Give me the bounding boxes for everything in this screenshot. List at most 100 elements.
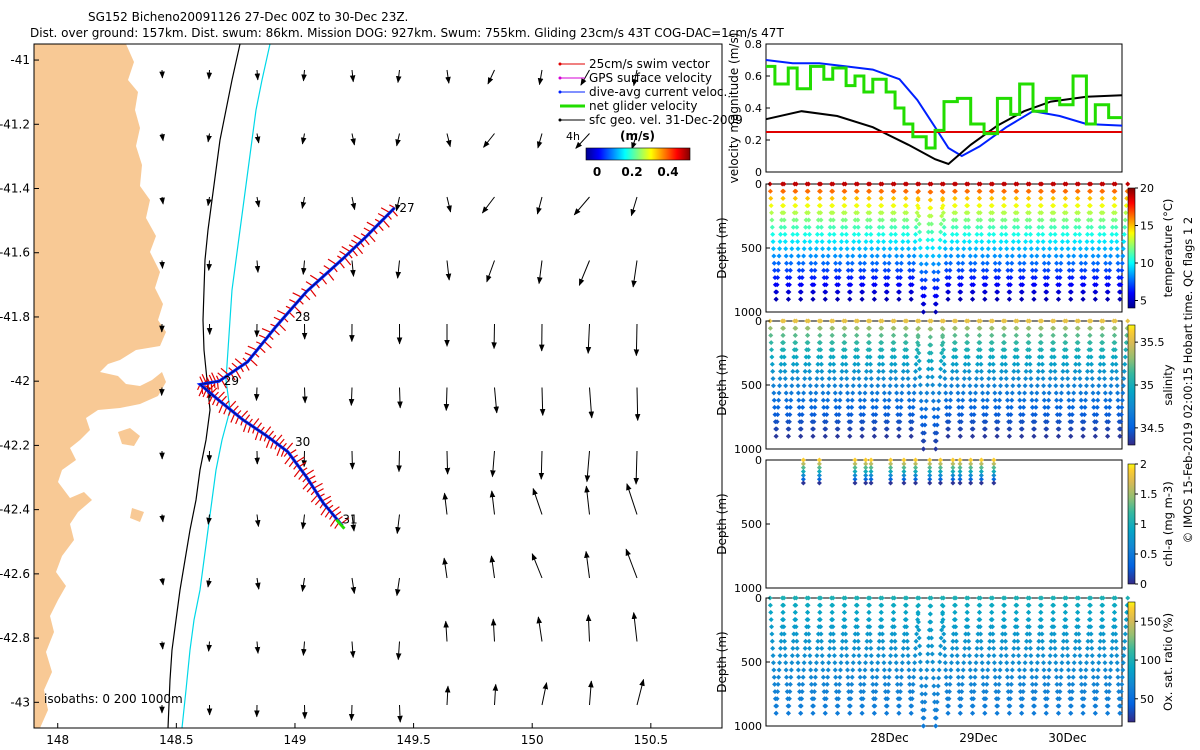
- profile-sample: [991, 383, 997, 389]
- profile-sample: [901, 354, 907, 360]
- profile-sample: [1098, 595, 1104, 601]
- profile-sample: [1100, 210, 1106, 216]
- profile-sample: [871, 710, 877, 716]
- profile-sample: [1107, 260, 1113, 266]
- profile-sample: [884, 703, 890, 709]
- profile-sample: [783, 667, 789, 673]
- profile-sample: [1115, 267, 1121, 273]
- profile-sample: [809, 412, 815, 418]
- profile-sample: [1110, 631, 1116, 637]
- profile-sample: [1005, 681, 1011, 687]
- profile-sample: [793, 347, 799, 353]
- profile-sample: [793, 624, 799, 630]
- profile-sample: [1096, 383, 1102, 389]
- profile-sample: [961, 239, 967, 245]
- profile-sample: [940, 347, 946, 353]
- profile-sample: [916, 350, 922, 356]
- profile-sample: [905, 368, 911, 374]
- profile-sample: [843, 631, 849, 637]
- profile-sample: [860, 289, 866, 295]
- sfc-vector: [541, 682, 549, 706]
- profile-sample: [879, 347, 885, 353]
- profile-sample: [848, 696, 854, 702]
- profile-sample: [774, 289, 780, 295]
- profile-sample: [1053, 253, 1059, 259]
- profile-sample: [783, 660, 789, 666]
- profile-sample: [853, 318, 859, 324]
- profile-sample: [978, 457, 984, 463]
- profile-sample: [1015, 224, 1021, 230]
- profile-sample: [932, 285, 938, 291]
- profile-sample: [972, 397, 978, 403]
- profile-sample: [1100, 624, 1106, 630]
- profile-sample: [797, 275, 803, 281]
- sfc-vector: [487, 69, 495, 85]
- profile-sample: [953, 210, 959, 216]
- profile-sample: [813, 383, 819, 389]
- profile-sample: [828, 318, 834, 324]
- sfc-vector: [254, 641, 261, 654]
- profile-sample: [835, 426, 841, 432]
- profile-sample: [1025, 595, 1031, 601]
- profile-sample: [942, 368, 948, 374]
- profile-sample: [947, 260, 953, 266]
- profile-sample: [989, 203, 995, 209]
- profile-sample: [1041, 660, 1047, 666]
- profile-sample: [897, 412, 903, 418]
- profile-sample: [877, 354, 883, 360]
- profile-sample: [982, 289, 988, 295]
- profile-sample: [876, 368, 882, 374]
- profile-sample: [1092, 433, 1098, 439]
- profile-sample: [800, 472, 806, 478]
- profile-sample: [1084, 239, 1090, 245]
- profile-sample: [833, 674, 839, 680]
- island: [130, 508, 144, 522]
- profile-sample: [793, 354, 799, 360]
- profile-sample: [1008, 404, 1014, 410]
- profile-sample: [943, 404, 949, 410]
- sfc-vector: [537, 260, 543, 285]
- profile-sample: [830, 203, 836, 209]
- profile-sample: [816, 188, 822, 194]
- profile-sample: [840, 354, 846, 360]
- profile-sample: [800, 480, 806, 486]
- profile-sample: [1004, 667, 1010, 673]
- profile-sample: [831, 231, 837, 237]
- profile-sample: [1034, 390, 1040, 396]
- profile-sample: [1013, 188, 1019, 194]
- profile-sample: [1120, 246, 1126, 252]
- profile-sample: [1003, 239, 1009, 245]
- profile-sample: [972, 260, 978, 266]
- cbar-label: Ox. sat. ratio (%): [1161, 613, 1175, 711]
- profile-sample: [972, 267, 978, 273]
- profile-sample: [935, 691, 941, 697]
- profile-sample: [902, 325, 908, 331]
- profile-sample: [1005, 404, 1011, 410]
- profile-sample: [863, 645, 869, 651]
- sfc-vector: [159, 133, 165, 142]
- profile-sample: [799, 419, 805, 425]
- profile-sample: [996, 267, 1002, 273]
- profile-sample: [1041, 253, 1047, 259]
- profile-sample: [892, 217, 898, 223]
- map-ytick-label: -42.6: [0, 567, 30, 581]
- profile-sample: [1076, 638, 1082, 644]
- profile-sample: [988, 188, 994, 194]
- profile-sample: [1087, 195, 1093, 201]
- profile-sample: [852, 217, 858, 223]
- profile-sample: [1123, 340, 1129, 346]
- profile-sample: [907, 681, 913, 687]
- profile-sample: [894, 253, 900, 259]
- sfc-vector: [159, 196, 165, 205]
- profile-sample: [768, 617, 774, 623]
- profile-sample: [1046, 397, 1052, 403]
- profile-sample: [813, 246, 819, 252]
- sfc-vector: [350, 133, 356, 146]
- profile-sample: [778, 645, 784, 651]
- profile-sample: [1070, 267, 1076, 273]
- profile-sample: [994, 710, 1000, 716]
- profile-sample: [1077, 246, 1083, 252]
- profile-sample: [1065, 376, 1071, 382]
- profile-sample: [901, 457, 907, 463]
- profile-sample: [792, 602, 798, 608]
